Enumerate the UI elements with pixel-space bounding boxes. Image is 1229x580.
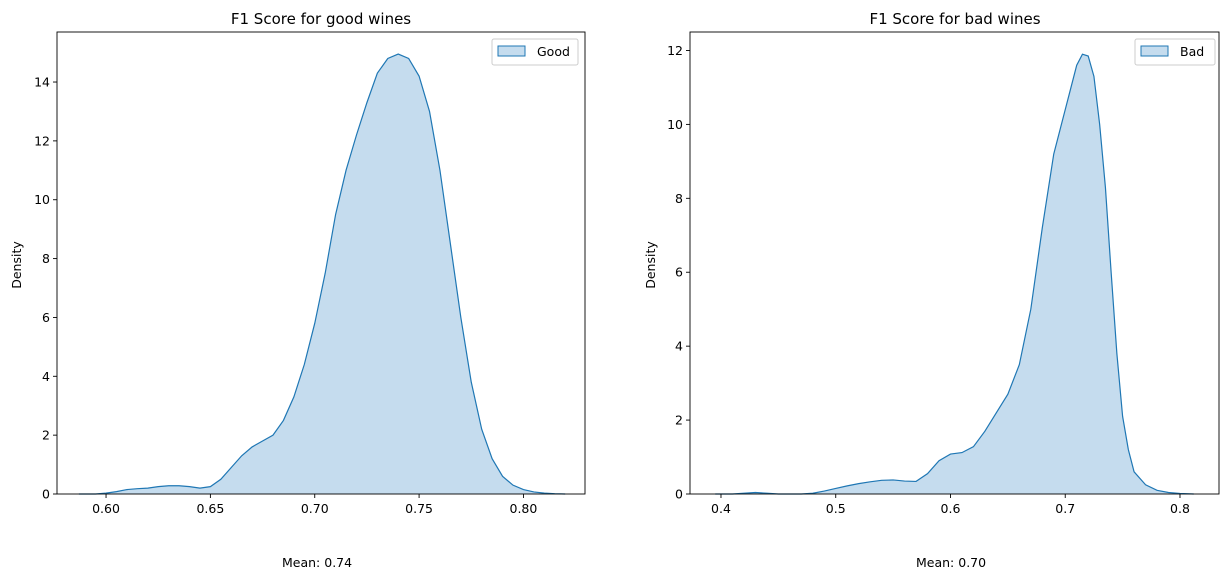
- chart-title: F1 Score for good wines: [231, 10, 411, 28]
- axes-frame: [56, 31, 586, 495]
- legend-label: Bad: [1180, 44, 1204, 59]
- y-tick-label: 0: [42, 487, 50, 502]
- y-tick-label: 10: [34, 192, 50, 207]
- plot-area: 0.60 0.65 0.70 0.75 0.80 0 2 4 6 8 10 12 14: [34, 31, 586, 516]
- y-axis-label: Density: [643, 241, 658, 289]
- axes-frame: [689, 31, 1220, 495]
- chart-title: F1 Score for bad wines: [869, 10, 1040, 28]
- x-tick-label: 0.7: [1055, 501, 1075, 516]
- x-tick-label: 0.70: [301, 501, 329, 516]
- density-line: [715, 53, 1194, 495]
- legend-swatch: [497, 45, 526, 57]
- y-tick-label: 2: [675, 413, 683, 428]
- plot-area: 0.4 0.5 0.6 0.7 0.8 0 2 4 6 8 10 12: [667, 31, 1220, 516]
- y-tick-label: 4: [42, 369, 50, 384]
- legend: Bad: [1134, 38, 1216, 66]
- y-tick-label: 4: [675, 339, 683, 354]
- y-tick-label: 12: [34, 133, 50, 148]
- legend: Good: [491, 38, 579, 66]
- mean-caption-bad: Mean: 0.70: [916, 555, 987, 570]
- chart-good-wines: F1 Score for good wines Density 0.60 0.65…: [9, 10, 586, 516]
- legend-swatch: [1140, 45, 1169, 57]
- x-tick-label: 0.6: [941, 501, 961, 516]
- y-axis-label: Density: [9, 241, 24, 289]
- y-tick-label: 2: [42, 428, 50, 443]
- y-tick-label: 10: [667, 117, 683, 132]
- x-tick-label: 0.80: [510, 501, 538, 516]
- density-line: [78, 53, 566, 495]
- y-tick-label: 6: [42, 310, 50, 325]
- mean-caption-good: Mean: 0.74: [282, 555, 353, 570]
- density-area: [715, 54, 1194, 495]
- legend-label: Good: [537, 44, 570, 59]
- chart-bad-wines: F1 Score for bad wines Density 0.4 0.5 0.6…: [643, 10, 1220, 516]
- y-tick-label: 14: [34, 75, 50, 90]
- x-tick-label: 0.8: [1170, 501, 1190, 516]
- x-tick-label: 0.75: [405, 501, 433, 516]
- y-tick-label: 0: [675, 487, 683, 502]
- y-tick-label: 6: [675, 265, 683, 280]
- x-tick-label: 0.65: [196, 501, 224, 516]
- y-tick-label: 8: [675, 191, 683, 206]
- y-tick-label: 8: [42, 251, 50, 266]
- x-tick-label: 0.60: [92, 501, 120, 516]
- x-tick-label: 0.4: [711, 501, 731, 516]
- x-tick-label: 0.5: [826, 501, 846, 516]
- density-area: [78, 54, 566, 494]
- y-tick-label: 12: [667, 43, 683, 58]
